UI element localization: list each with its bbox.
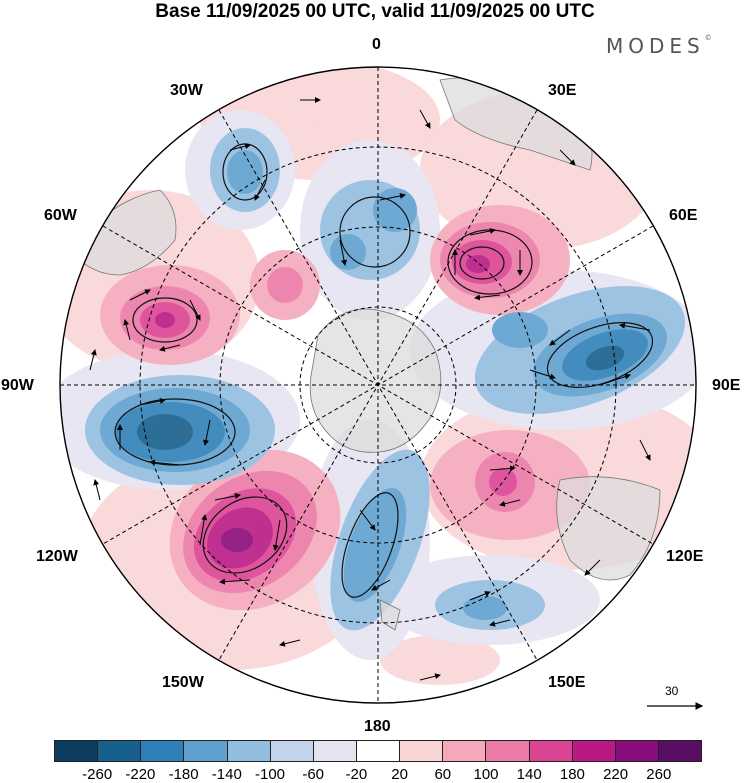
- wind-arrow: [529, 369, 556, 380]
- label-120e: 120E: [666, 548, 704, 565]
- colorbar-tick-label: 180: [559, 766, 585, 783]
- wind-arrow: [219, 578, 251, 585]
- colorbar-swatch: [98, 741, 142, 761]
- wind-arrow: [149, 459, 181, 466]
- colorbar-swatch: [400, 741, 444, 761]
- wind-arrow: [89, 349, 97, 371]
- wind-arrow: [469, 228, 496, 236]
- colorbar-tick-label: -100: [254, 766, 286, 783]
- colorbar-tick-label: -180: [168, 766, 199, 783]
- wind-arrow: [419, 673, 441, 681]
- colorbar-swatch: [55, 741, 99, 761]
- colorbar-tick-label: 20: [391, 766, 408, 783]
- wind-arrow: [199, 514, 208, 546]
- contour-line: [459, 246, 505, 280]
- contours: [114, 143, 654, 598]
- colorbar-tick-label: 260: [646, 766, 672, 783]
- wind-arrow: [214, 493, 241, 501]
- wind-arrow: [203, 419, 211, 446]
- south-america-land: [69, 189, 177, 276]
- meridian-60e-120w: [102, 225, 654, 545]
- label-30e: 30E: [548, 82, 577, 99]
- wind-arrow: [419, 109, 431, 129]
- map-title: Base 11/09/2025 00 UTC, valid 11/09/2025…: [155, 1, 595, 22]
- wind-arrow: [379, 193, 406, 201]
- wind-arrow: [549, 329, 571, 346]
- wind-arrow: [559, 149, 576, 166]
- contour-line: [341, 492, 399, 598]
- colorbar-swatch: [313, 741, 357, 761]
- graticule: [60, 67, 696, 703]
- colorbar-tick-label: -20: [345, 766, 368, 783]
- colorbar-tick-label: -140: [211, 766, 242, 783]
- wind-arrow: [469, 591, 491, 601]
- wind-arrow: [371, 579, 391, 591]
- wind-arrow: [489, 619, 511, 627]
- colorbar-tick-label: 100: [473, 766, 499, 783]
- wind-arrow: [359, 509, 376, 531]
- colorbar-swatch: [529, 741, 573, 761]
- colorbar-swatch: [658, 741, 702, 761]
- label-60w: 60W: [44, 207, 77, 224]
- contour-line: [339, 196, 411, 268]
- label-120w: 120W: [36, 548, 78, 565]
- wind-arrow: [279, 639, 301, 647]
- label-60e: 60E: [669, 207, 698, 224]
- colorbar-tick-label: -220: [125, 766, 156, 783]
- wind-arrow: [229, 143, 251, 151]
- colorbar-swatch: [184, 741, 228, 761]
- wind-arrow: [139, 398, 166, 406]
- map-border: [59, 66, 697, 704]
- label-90e: 90E: [712, 377, 741, 394]
- label-0: 0: [372, 36, 381, 53]
- wind-arrow: [272, 519, 281, 551]
- wind-arrow: [474, 294, 501, 301]
- colorbar-tick-label: 220: [603, 766, 629, 783]
- colorbar-swatch: [572, 741, 616, 761]
- colorbar-swatch: [270, 741, 314, 761]
- polar-map: [59, 66, 704, 710]
- landmasses: [69, 77, 661, 631]
- wind-arrow: [123, 319, 131, 341]
- colorbar-tick-label: -60: [302, 766, 325, 783]
- colorbar-swatch: [141, 741, 185, 761]
- wind-arrow: [129, 289, 151, 301]
- colorbar-swatch: [615, 741, 659, 761]
- colorbar-swatch: [486, 741, 530, 761]
- wind-vectors: [89, 97, 651, 681]
- label-180: 180: [364, 718, 391, 735]
- label-150e: 150E: [548, 674, 586, 691]
- wind-arrow: [159, 344, 181, 352]
- brand-name: MODES: [606, 34, 705, 58]
- colorbar-swatch: [227, 741, 271, 761]
- colorbar-tick-label: 60: [434, 766, 452, 783]
- brand-copyright: ©: [704, 34, 712, 42]
- wind-arrow: [189, 299, 201, 321]
- colorbar-swatch: [356, 741, 401, 761]
- label-30w: 30W: [170, 82, 203, 99]
- colorbar-tick-label: 140: [516, 766, 542, 783]
- wind-arrow: [93, 479, 101, 501]
- colorbar: [54, 740, 702, 762]
- contour-line: [202, 496, 288, 574]
- label-150w: 150W: [162, 674, 204, 691]
- anomaly-field: [60, 67, 696, 685]
- wind-arrow: [489, 465, 516, 472]
- modes-logo: MODES©: [606, 34, 712, 58]
- wind-arrow: [619, 322, 651, 331]
- wind-arrow: [339, 239, 347, 266]
- wind-arrow: [499, 499, 521, 507]
- australia-land: [556, 476, 661, 581]
- colorbar-tick-label: -260: [82, 766, 113, 783]
- reference-vector-value: 30: [665, 684, 679, 698]
- map-disk: [60, 67, 696, 703]
- wind-arrow: [599, 373, 631, 386]
- wind-arrow: [254, 179, 266, 201]
- antarctica: [309, 308, 442, 453]
- colorbar-swatch: [443, 741, 487, 761]
- wind-arrow: [584, 559, 601, 576]
- wind-arrow: [639, 439, 651, 461]
- label-90w: 90W: [1, 377, 34, 394]
